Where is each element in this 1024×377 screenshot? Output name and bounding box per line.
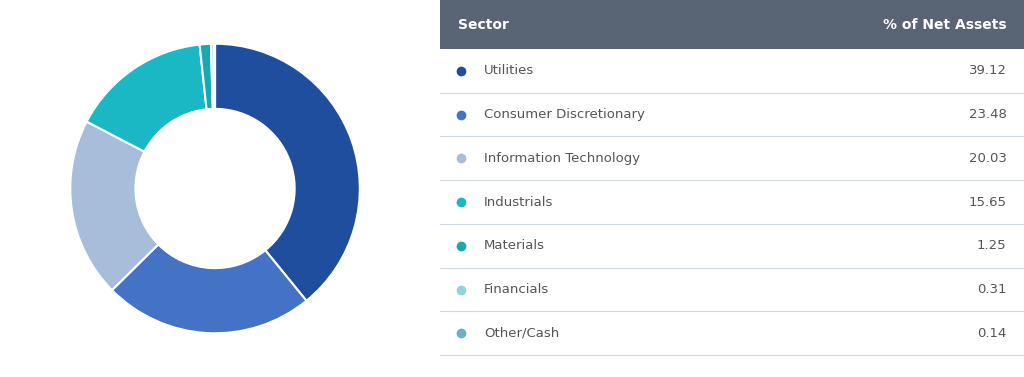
Text: 20.03: 20.03 <box>969 152 1007 165</box>
Text: 23.48: 23.48 <box>969 108 1007 121</box>
Text: Financials: Financials <box>484 283 549 296</box>
Wedge shape <box>214 44 215 109</box>
Text: Consumer Discretionary: Consumer Discretionary <box>484 108 645 121</box>
Text: 15.65: 15.65 <box>969 196 1007 208</box>
Wedge shape <box>215 44 359 301</box>
Wedge shape <box>71 122 159 290</box>
Text: Other/Cash: Other/Cash <box>484 327 559 340</box>
Wedge shape <box>211 44 214 109</box>
Text: 0.31: 0.31 <box>977 283 1007 296</box>
Bar <box>440 0 1024 49</box>
Wedge shape <box>112 244 306 333</box>
Text: % of Net Assets: % of Net Assets <box>883 17 1007 32</box>
Wedge shape <box>200 44 213 109</box>
Wedge shape <box>87 44 207 152</box>
Text: 1.25: 1.25 <box>977 239 1007 252</box>
Text: Information Technology: Information Technology <box>484 152 640 165</box>
Text: 0.14: 0.14 <box>977 327 1007 340</box>
Text: Utilities: Utilities <box>484 64 535 77</box>
Text: Sector: Sector <box>458 17 509 32</box>
Text: Materials: Materials <box>484 239 545 252</box>
Text: Industrials: Industrials <box>484 196 553 208</box>
Text: 39.12: 39.12 <box>969 64 1007 77</box>
